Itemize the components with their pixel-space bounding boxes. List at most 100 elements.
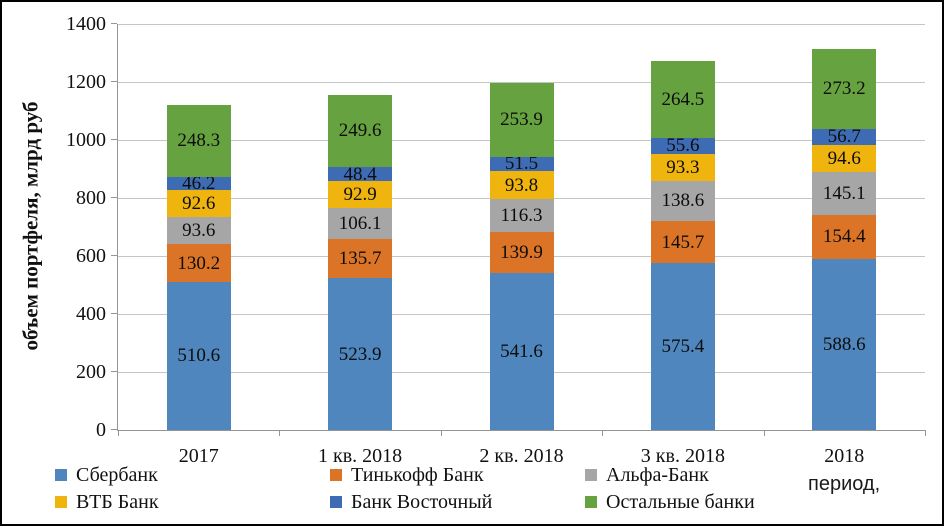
- x-axis-tick: [763, 430, 765, 436]
- bar-segment-value: 138.6: [661, 190, 705, 212]
- legend-item: Банк Восточный: [330, 491, 492, 513]
- bar-segment-value: 154.4: [822, 226, 866, 248]
- bar-segment: 138.6: [650, 180, 715, 221]
- legend-label: Тинькофф Банк: [351, 463, 484, 486]
- y-axis-tick-label: 400: [76, 303, 106, 325]
- y-axis-title: объем портфеля, млрд руб: [18, 101, 43, 351]
- bar-segment-value: 264.5: [661, 88, 705, 110]
- bar-segment-value: 588.6: [822, 334, 866, 356]
- bar-segment: 575.4: [650, 263, 715, 430]
- bar-segment-value: 273.2: [822, 78, 866, 100]
- bar-segment: 55.6: [650, 135, 715, 157]
- bar-segment: 116.3: [489, 198, 554, 233]
- bar-segment-value: 93.3: [666, 156, 700, 178]
- x-axis-tick: [279, 430, 281, 436]
- bar-segment: 523.9: [328, 278, 393, 430]
- bar-segment-value: 135.7: [338, 247, 382, 269]
- bar-segment-value: 145.7: [661, 231, 705, 253]
- y-axis-tick-label: 0: [96, 419, 106, 441]
- x-axis-tick: [440, 430, 442, 436]
- y-axis-tick: [111, 139, 117, 140]
- bar-segment-value: 253.9: [500, 109, 543, 131]
- x-axis-category-label: 2018: [824, 445, 865, 467]
- y-axis-tick-label: 1000: [66, 129, 106, 151]
- bar-segment: 264.5: [650, 60, 715, 138]
- y-axis-tick: [111, 371, 117, 372]
- bar-segment-value: 116.3: [500, 205, 543, 227]
- bar-segment-value: 94.6: [827, 148, 861, 170]
- legend-item: Тинькофф Банк: [330, 464, 484, 486]
- bar-segment-value: 93.8: [504, 174, 539, 196]
- bar-segment: 56.7: [812, 126, 877, 148]
- bar-segment-value: 93.6: [182, 220, 216, 242]
- bar-segment: 510.6: [166, 281, 231, 430]
- legend-item: Сбербанк: [55, 464, 158, 486]
- y-axis-tick-label: 1400: [66, 13, 106, 35]
- legend-label: Банк Восточный: [351, 490, 493, 513]
- bar-segment: 145.7: [650, 220, 715, 264]
- y-axis-tick: [111, 313, 117, 314]
- x-axis-category-label: 1 кв. 2018: [318, 445, 403, 467]
- bar-segment: 253.9: [489, 82, 554, 157]
- gridline: [118, 82, 925, 83]
- bar-segment: 106.1: [328, 207, 393, 239]
- bar-segment: 154.4: [812, 214, 877, 260]
- legend-item: Альфа-Банк: [585, 464, 709, 486]
- x-axis-tick: [602, 430, 604, 436]
- bar-segment-value: 145.1: [822, 182, 866, 204]
- bar-segment-value: 249.6: [338, 120, 382, 142]
- y-axis-tick-label: 200: [76, 361, 106, 383]
- bar-segment-value: 139.9: [500, 242, 543, 264]
- bar-segment-value: 575.4: [661, 336, 705, 358]
- bar-segment: 145.1: [812, 172, 877, 215]
- bar-segment: 249.6: [328, 94, 393, 167]
- legend-label: Сбербанк: [76, 463, 158, 486]
- bar-segment-value: 92.6: [182, 193, 216, 215]
- bar-segment: 93.8: [489, 171, 554, 199]
- x-axis-tick: [118, 430, 119, 436]
- x-axis-tick: [925, 430, 926, 436]
- bar-segment: 93.3: [650, 153, 715, 181]
- bar-segment-value: 48.4: [343, 163, 377, 185]
- legend-label: Альфа-Банк: [606, 463, 709, 486]
- y-axis-tick-label: 600: [76, 245, 106, 267]
- bar-segment: 273.2: [812, 49, 877, 129]
- bar-segment-value: 541.6: [500, 340, 543, 362]
- x-axis-category-label: 2 кв. 2018: [479, 445, 564, 467]
- legend-swatch-1: [55, 469, 67, 481]
- plot-area: 0 200 400 600 800 1000 1200 1400 510.6 130.2 93.6 9…: [66, 13, 926, 467]
- bar-segment: 94.6: [812, 145, 877, 173]
- bar-segment: 130.2: [166, 244, 231, 282]
- legend-swatch-2: [330, 469, 342, 481]
- bar-segment-value: 510.6: [177, 345, 221, 367]
- bar-segment: 46.2: [166, 172, 231, 194]
- y-axis-tick-label: 1200: [66, 71, 106, 93]
- bar-segment-value: 55.6: [666, 135, 700, 157]
- x-axis-category-label: 2017: [178, 445, 219, 467]
- legend-label: Остальные банки: [606, 490, 755, 513]
- bar-segment-value: 523.9: [338, 343, 382, 365]
- bar-segment: 541.6: [489, 272, 554, 430]
- bar-segment-value: 106.1: [338, 212, 382, 234]
- bar-segment-value: 92.9: [343, 183, 377, 205]
- y-axis-tick: [111, 197, 117, 198]
- bar-segment: 139.9: [489, 232, 554, 273]
- bar-segment: 92.6: [166, 190, 231, 218]
- y-axis-tick-label: 800: [76, 187, 106, 209]
- x-axis-label: период,: [808, 473, 881, 495]
- x-axis-category-label: 3 кв. 2018: [640, 445, 725, 467]
- legend-item: ВТБ Банк: [55, 491, 159, 513]
- y-axis-tick: [111, 255, 117, 256]
- bar-segment-value: 56.7: [827, 126, 861, 148]
- bar-segment-value: 46.2: [182, 172, 216, 194]
- y-axis-tick: [111, 23, 117, 24]
- bar-segment-value: 248.3: [177, 130, 221, 152]
- bar-segment: 248.3: [166, 104, 231, 177]
- legend-label: ВТБ Банк: [76, 490, 159, 513]
- bar-segment: 51.5: [489, 154, 554, 173]
- bar-segment: 48.4: [328, 163, 393, 185]
- gridline: [118, 24, 925, 25]
- legend-swatch-3: [585, 469, 597, 481]
- bar-segment: 93.6: [166, 217, 231, 245]
- bar-segment: 92.9: [328, 181, 393, 208]
